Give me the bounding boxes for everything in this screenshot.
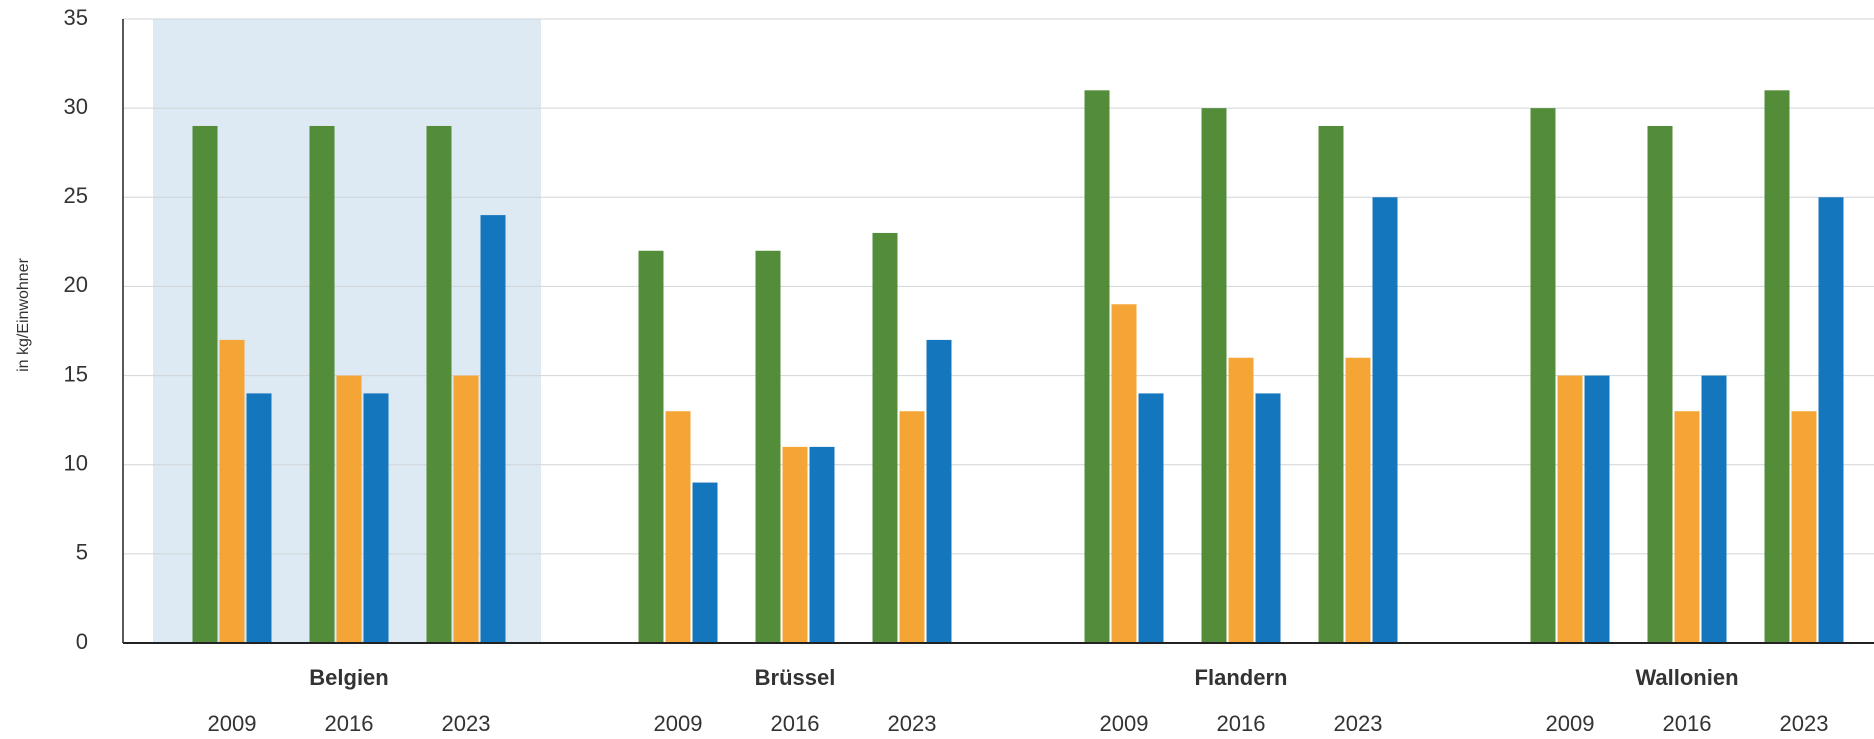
bar: [246, 393, 272, 643]
bar: [363, 393, 389, 643]
bar: [755, 250, 781, 643]
group-label: Flandern: [1195, 665, 1288, 690]
bar: [1111, 304, 1137, 643]
bar: [1345, 357, 1371, 643]
x-tick-label: 2016: [1217, 711, 1266, 736]
y-tick-label: 0: [76, 629, 88, 654]
x-tick-label: 2016: [325, 711, 374, 736]
x-tick-label: 2023: [1780, 711, 1829, 736]
y-tick-label: 5: [76, 540, 88, 565]
group-label: Brüssel: [755, 665, 836, 690]
x-tick-label: 2009: [1546, 711, 1595, 736]
bar: [1557, 375, 1583, 643]
bar: [1228, 357, 1254, 643]
y-tick-label: 20: [64, 272, 88, 297]
x-tick-label: 2023: [1334, 711, 1383, 736]
y-tick-label: 30: [64, 94, 88, 119]
bar: [1530, 108, 1556, 643]
bar: [809, 446, 835, 643]
bar: [1584, 375, 1610, 643]
bar: [1138, 393, 1164, 643]
bar: [1255, 393, 1281, 643]
bar: [692, 482, 718, 643]
bar: [219, 339, 245, 643]
group-label: Belgien: [309, 665, 388, 690]
y-tick-label: 35: [64, 5, 88, 30]
bar: [872, 232, 898, 643]
bar: [665, 411, 691, 643]
bar: [1372, 197, 1398, 644]
bar: [1701, 375, 1727, 643]
bar: [1201, 108, 1227, 643]
bar: [1764, 90, 1790, 644]
y-axis-label: in kg/Einwohner: [15, 257, 32, 372]
bar: [309, 125, 335, 643]
x-tick-label: 2009: [1100, 711, 1149, 736]
bar: [926, 339, 952, 643]
bar: [1818, 197, 1844, 644]
y-tick-label: 15: [64, 361, 88, 386]
bar: [192, 125, 218, 643]
bar: [1791, 411, 1817, 643]
bar: [899, 411, 925, 643]
x-tick-label: 2023: [888, 711, 937, 736]
y-tick-label: 10: [64, 451, 88, 476]
x-tick-label: 2016: [771, 711, 820, 736]
bar: [453, 375, 479, 643]
bar: [1318, 125, 1344, 643]
bar: [1674, 411, 1700, 643]
x-tick-label: 2009: [654, 711, 703, 736]
bar: [1647, 125, 1673, 643]
x-tick-label: 2016: [1663, 711, 1712, 736]
bar: [638, 250, 664, 643]
bar: [336, 375, 362, 643]
y-tick-label: 25: [64, 183, 88, 208]
bar: [480, 215, 506, 643]
x-tick-label: 2023: [442, 711, 491, 736]
bar: [426, 125, 452, 643]
bar: [782, 446, 808, 643]
bar: [1084, 90, 1110, 644]
x-tick-label: 2009: [208, 711, 257, 736]
group-label: Wallonien: [1635, 665, 1738, 690]
